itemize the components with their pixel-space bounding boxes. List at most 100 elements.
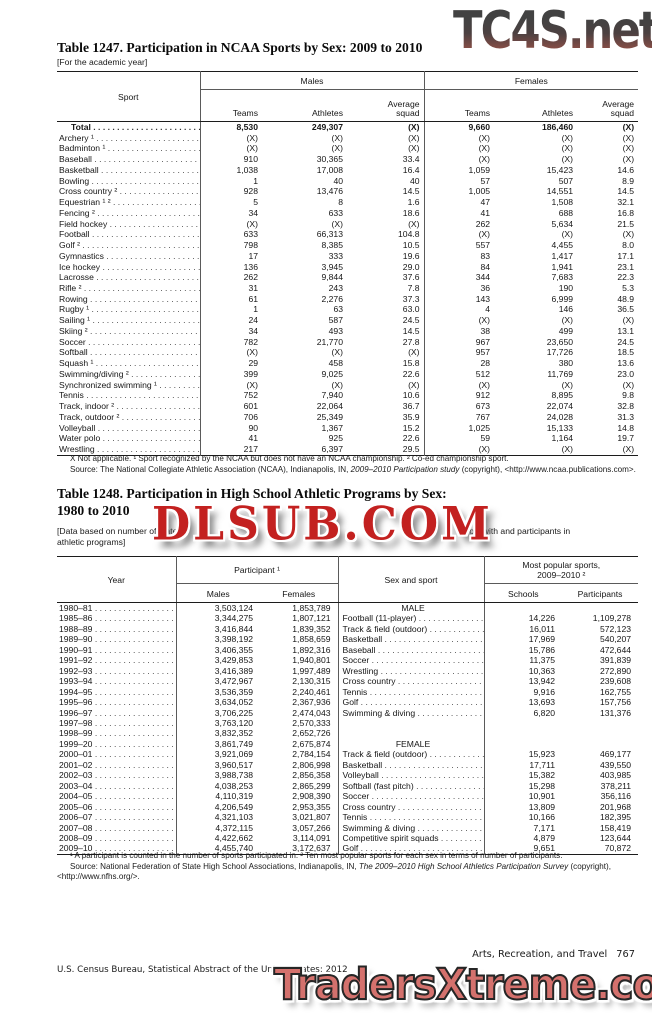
dot-leader <box>92 728 176 738</box>
sport-name-cell: Gymnastics <box>57 251 200 262</box>
females-cell: 2,474,043 <box>292 707 331 718</box>
females-cell: 1,940,801 <box>292 655 331 666</box>
sport-name-cell: Basketball <box>57 165 200 176</box>
males-avg-squad-cell: 1.6 <box>407 197 420 208</box>
sex-and-sport-cell: Football (11-player) <box>337 613 485 624</box>
source-pre: Source: National Federation of State Hig… <box>70 861 359 871</box>
females-cell: 2,570,333 <box>292 717 331 728</box>
participants-cell: 378,211 <box>600 780 632 791</box>
table-row: Total 8,530 249,307 (X) 9,660 186,460 (X… <box>57 121 638 133</box>
females-cell: 1,858,659 <box>292 634 331 645</box>
participants-cell <box>562 603 638 614</box>
males-teams-cell: 5 <box>199 197 262 208</box>
males-cell: 4,321,103 <box>175 812 260 823</box>
dot-leader <box>92 802 176 812</box>
males-teams-cell: 34 <box>199 207 262 219</box>
females-teams-cell: 957 <box>423 347 495 359</box>
table-1248-title-line2: 1980 to 2010 <box>57 502 130 518</box>
section-title: Arts, Recreation, and Travel <box>472 949 608 960</box>
females-avg-squad-cell: 31.3 <box>617 411 635 422</box>
males-athletes-cell: (X) <box>331 132 343 143</box>
source-italic: 2009–2010 Participation study <box>350 464 460 474</box>
dot-leader <box>92 718 176 728</box>
table-row: Track, outdoor ² 706 25,349 35.9 767 24,… <box>57 411 638 423</box>
table-row: Sailing ¹ 24 587 24.5 (X) (X) (X) <box>57 315 638 326</box>
dot-leader <box>382 760 484 770</box>
table-row: 2004–05 4,110,319 2,908,390 Soccer 10,90… <box>57 791 638 802</box>
males-athletes-cell: 13,476 <box>316 186 343 197</box>
dot-leader <box>92 770 176 780</box>
table-1248-footnotes: ¹ A participant is counted in the number… <box>57 851 640 883</box>
males-avg-squad-cell: (X) <box>408 218 420 229</box>
dot-leader <box>414 781 484 791</box>
males-avg-squad-cell: 16.4 <box>402 164 420 175</box>
males-athletes-cell: 21,770 <box>316 336 343 347</box>
schools-cell: 10,901 <box>483 791 563 802</box>
sex-and-sport-cell: Tennis <box>337 812 485 823</box>
females-athletes-cell: 1,417 <box>551 250 574 261</box>
females-cell: 1,807,121 <box>292 613 331 624</box>
participants-cell: 272,890 <box>599 665 632 676</box>
table-row: 1996–97 3,706,225 2,474,043 Swimming & d… <box>57 707 638 718</box>
table-row: 1994–95 3,536,359 2,240,461 Tennis 9,916… <box>57 686 638 698</box>
year-cell: 1998–99 <box>57 728 176 738</box>
males-avg-squad-cell: (X) <box>408 122 420 132</box>
males-avg-squad-cell: 15.8 <box>402 358 420 369</box>
females-avg-squad-cell: 14.5 <box>617 186 635 197</box>
males-teams-cell: 17 <box>199 250 262 262</box>
dot-leader <box>92 739 176 749</box>
females-avg-squad-cell: 32.1 <box>617 197 635 208</box>
dot-leader <box>92 833 176 843</box>
sex-and-sport-cell: FEMALE <box>337 738 485 750</box>
females-athletes-cell: 23,650 <box>546 336 574 347</box>
bracket-note-line2: athletic programs] <box>57 537 126 547</box>
year-cell: 1991–92 <box>57 655 176 665</box>
dot-leader <box>84 390 200 400</box>
sport-name-cell: Rowing <box>57 294 200 305</box>
sport-name-cell: Swimming/diving ² <box>57 369 200 380</box>
males-cell: 4,455,740 <box>175 843 260 855</box>
sport-name-cell: Lacrosse <box>57 272 200 283</box>
sport-name-cell: Sailing ¹ <box>57 315 200 326</box>
females-avg-squad-cell: 13.1 <box>617 325 635 336</box>
males-avg-squad-cell: (X) <box>408 347 420 358</box>
table-row: Synchronized swimming ¹ (X) (X) (X) (X) … <box>57 379 638 391</box>
dot-leader <box>92 760 176 770</box>
females-athletes-cell: 8,895 <box>551 390 574 401</box>
males-avg-squad-cell: 24.5 <box>402 315 420 326</box>
females-athletes-cell: 186,460 <box>541 122 574 132</box>
males-avg-squad-cell: 29.0 <box>402 261 420 272</box>
col-header-females-athletes: Athletes <box>494 89 578 122</box>
females-cell: 3,021,807 <box>292 812 331 823</box>
females-teams-cell: 36 <box>423 283 495 294</box>
males-teams-cell: 61 <box>199 293 262 305</box>
participants-cell: 239,608 <box>599 676 632 687</box>
dot-leader <box>415 823 484 833</box>
dot-leader <box>427 749 484 759</box>
sex-and-sport-cell: Volleyball <box>337 770 485 781</box>
year-cell: 2004–05 <box>57 791 176 801</box>
dot-leader <box>94 272 200 282</box>
males-teams-cell: (X) <box>199 218 262 230</box>
dot-leader <box>92 666 176 676</box>
females-cell: 2,865,299 <box>292 780 331 791</box>
table-1247-footnotes: X Not applicable. ¹ Sport recognized by … <box>57 454 640 475</box>
males-athletes-cell: 587 <box>328 315 343 326</box>
males-teams-cell: 910 <box>199 154 262 165</box>
table-row: 1985–86 3,344,275 1,807,121 Football (11… <box>57 613 638 624</box>
sex-and-sport-cell: Swimming & diving <box>337 822 485 833</box>
females-athletes-cell: 688 <box>558 207 574 218</box>
males-athletes-cell: 40 <box>333 175 343 186</box>
year-cell: 1997–98 <box>57 718 176 728</box>
males-avg-squad-cell: 27.8 <box>402 336 420 347</box>
dot-leader <box>80 240 200 250</box>
schools-cell: 17,969 <box>483 634 563 645</box>
year-cell: 1989–90 <box>57 634 176 644</box>
dot-leader <box>100 433 200 443</box>
dot-leader <box>369 655 484 665</box>
sex-and-sport-cell: Track & field (outdoor) <box>337 623 485 635</box>
table-row: Tennis 752 7,940 10.6 912 8,895 9.8 <box>57 390 638 402</box>
table-1248-bracket-note: [Data based on number of state ols with a… <box>57 526 638 548</box>
participants-cell: 439,550 <box>599 759 632 770</box>
males-cell: 4,110,319 <box>175 791 260 802</box>
